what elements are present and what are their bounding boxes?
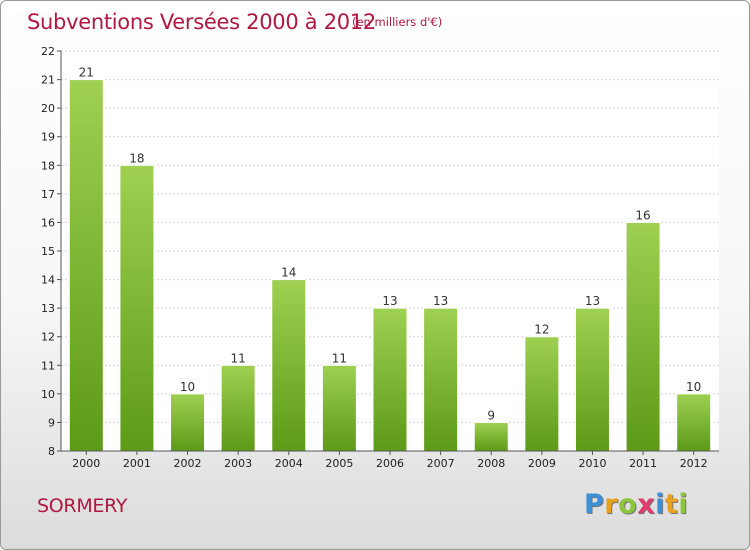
- x-tick-label: 2000: [72, 457, 100, 470]
- data-label: 10: [180, 380, 195, 394]
- data-label: 18: [129, 151, 144, 165]
- x-tick-label: 2012: [680, 457, 708, 470]
- x-tick-label: 2001: [123, 457, 151, 470]
- data-label: 13: [585, 294, 600, 308]
- chart-title: Subventions Versées 2000 à 2012: [27, 10, 376, 34]
- y-tick-label: 22: [41, 45, 55, 58]
- x-tick-label: 2004: [275, 457, 303, 470]
- y-tick-label: 16: [41, 216, 55, 229]
- y-tick-label: 17: [41, 188, 55, 201]
- place-name: SORMERY: [37, 495, 128, 517]
- chart-subtitle: (en milliers d'€): [352, 15, 443, 29]
- bar-2006: [372, 307, 408, 452]
- x-tick-label: 2005: [325, 457, 353, 470]
- x-tick-label: 2011: [629, 457, 657, 470]
- proxiti-logo: Proxiti: [584, 489, 688, 520]
- y-tick-label: 19: [41, 131, 55, 144]
- y-tick-label: 20: [41, 102, 55, 115]
- data-label: 16: [635, 208, 650, 222]
- logo-letter: o: [618, 489, 638, 520]
- x-tick-label: 2002: [174, 457, 202, 470]
- data-label: 9: [487, 408, 495, 422]
- logo-letter: i: [655, 489, 665, 520]
- x-tick-label: 2003: [224, 457, 252, 470]
- bar-2008: [473, 421, 509, 452]
- y-tick-label: 10: [41, 388, 55, 401]
- data-label: 21: [79, 66, 94, 80]
- bars: 21 18 10 11 14 11 13 13 9 12 13 16 10: [68, 66, 712, 452]
- bar-2009: [524, 336, 560, 452]
- bar-2000: [68, 79, 104, 452]
- data-label: 13: [382, 294, 397, 308]
- data-label: 13: [433, 294, 448, 308]
- logo-letter: x: [637, 489, 656, 520]
- bar-2010: [574, 307, 610, 452]
- bar-2001: [119, 164, 155, 452]
- bar-2007: [423, 307, 459, 452]
- bar-2011: [625, 221, 661, 452]
- data-label: 12: [534, 323, 549, 337]
- logo-letter: i: [678, 489, 689, 520]
- logo-letter: r: [604, 489, 619, 520]
- y-tick-label: 8: [48, 445, 55, 458]
- axes: 8 9 10 11 12 13 14 15 16 17 18 19 20 21 22 2000 2001 2002…: [41, 45, 719, 470]
- bar-2003: [220, 364, 256, 452]
- data-label: 11: [231, 351, 246, 365]
- x-tick-label: 2009: [528, 457, 556, 470]
- y-tick-label: 13: [41, 302, 55, 315]
- logo-letter: P: [584, 489, 605, 520]
- y-tick-label: 11: [41, 359, 55, 372]
- logo-letter: t: [664, 489, 679, 520]
- y-tick-label: 18: [41, 159, 55, 172]
- data-label: 11: [332, 351, 347, 365]
- x-tick-label: 2010: [578, 457, 606, 470]
- x-tick-label: 2007: [427, 457, 455, 470]
- y-tick-label: 21: [41, 74, 55, 87]
- bar-2012: [676, 393, 712, 452]
- data-label: 10: [686, 380, 701, 394]
- y-tick-label: 15: [41, 245, 55, 258]
- bar-2005: [321, 364, 357, 452]
- bar-2002: [170, 393, 206, 452]
- y-tick-label: 14: [41, 274, 55, 287]
- y-tick-label: 9: [48, 416, 55, 429]
- x-tick-label: 2006: [376, 457, 404, 470]
- x-tick-label: 2008: [477, 457, 505, 470]
- bar-2004: [271, 279, 307, 452]
- data-label: 14: [281, 266, 296, 280]
- y-tick-label: 12: [41, 331, 55, 344]
